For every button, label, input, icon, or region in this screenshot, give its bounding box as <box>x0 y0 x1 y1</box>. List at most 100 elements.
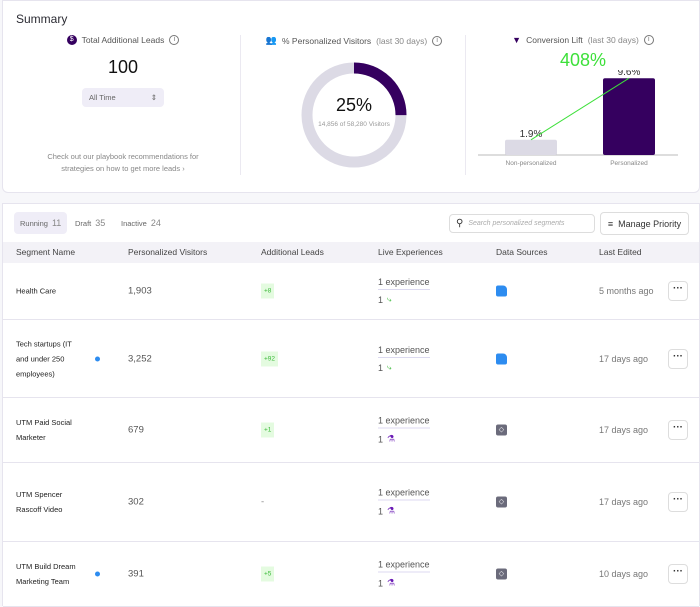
visitors-value: 1,903 <box>128 285 152 297</box>
last-edited: 5 months ago <box>599 286 654 296</box>
tab-count: 24 <box>150 218 161 228</box>
experience-count: 1 <box>378 578 384 588</box>
bar-1 <box>603 78 655 155</box>
sort-icon: ≡ <box>607 218 614 229</box>
playbook-link[interactable]: Check out our playbook recommendations f… <box>8 151 238 175</box>
personalized-visitors-panel: 👥% Personalized Visitors (last 30 days) i … <box>243 35 465 175</box>
visitors-value: 679 <box>128 424 144 436</box>
experience-count: 1 <box>378 295 384 305</box>
dollar-icon: $ <box>66 35 77 45</box>
lift-label: Conversion Lift <box>526 35 583 45</box>
segment-name[interactable]: UTM Paid Social Marketer <box>16 418 72 442</box>
info-icon[interactable]: i <box>169 35 180 45</box>
table-row[interactable]: UTM Build Dream Marketing Team 391 +5 1 … <box>3 542 699 607</box>
table-row[interactable]: Tech startups (IT and under 250 employee… <box>3 320 699 398</box>
lift-bar-chart: 1.9% Non-personalized 9.6% Personalized <box>478 70 678 167</box>
tab-label: Running <box>20 218 48 228</box>
table-row[interactable]: UTM Spencer Rascoff Video 302 - 1 experi… <box>3 463 699 542</box>
tab-count: 35 <box>95 218 106 228</box>
table-row[interactable]: UTM Paid Social Marketer 679 +1 1 experi… <box>3 398 699 463</box>
chevron-right-icon: › <box>182 164 185 173</box>
donut-fill <box>301 62 407 168</box>
segment-name[interactable]: UTM Spencer Rascoff Video <box>16 490 63 514</box>
col-live-experiences[interactable]: Live Experiences <box>378 247 443 257</box>
col-segment-name[interactable]: Segment Name <box>16 247 76 257</box>
col-last-edited[interactable]: Last Edited <box>599 247 642 257</box>
leads-label: Total Additional Leads <box>81 35 165 45</box>
funnel-icon: ▼ <box>512 35 522 45</box>
note-line: strategies on how to get more leads <box>61 164 181 173</box>
tab-label: Draft <box>75 218 92 228</box>
more-options-button[interactable]: ··· <box>668 492 688 512</box>
more-options-button[interactable]: ··· <box>668 348 688 369</box>
total-leads-panel: $ Total Additional Leads i 100 All Time ⇕ C… <box>8 35 238 175</box>
manage-priority-label: Manage Priority <box>618 218 682 229</box>
more-options-button[interactable]: ··· <box>668 281 688 301</box>
leads-value: 100 <box>107 57 139 77</box>
code-source-icon: ◇ <box>496 568 507 580</box>
manage-priority-button[interactable]: ≡ Manage Priority <box>600 212 689 235</box>
summary-card: Summary $ Total Additional Leads i 100 All… <box>2 0 700 193</box>
info-icon[interactable]: i <box>643 35 654 45</box>
visitors-value: 302 <box>128 496 144 508</box>
experience-count: 1 <box>378 434 384 444</box>
leads-badge: - <box>261 496 265 508</box>
last-edited: 17 days ago <box>599 425 649 435</box>
split-icon: ⤷ <box>387 362 392 372</box>
split-icon: ⤷ <box>387 295 392 304</box>
more-options-button[interactable]: ··· <box>668 420 688 440</box>
lift-line <box>530 77 630 141</box>
status-dot <box>95 571 100 577</box>
updown-icon: ⇕ <box>150 93 157 102</box>
experience-link[interactable]: 1 experience <box>378 488 430 501</box>
segments-card: Running 11 Draft 35 Inactive 24 ⚲ Search per… <box>2 203 700 607</box>
live-experiences: 1 experience 1 ⤷ <box>378 277 430 305</box>
experience-link[interactable]: 1 experience <box>378 560 430 573</box>
donut-chart <box>301 62 407 168</box>
last-edited: 10 days ago <box>599 569 649 579</box>
summary-title: Summary <box>16 12 68 26</box>
col-data-sources[interactable]: Data Sources <box>496 247 548 257</box>
experience-count: 1 <box>378 362 384 373</box>
divider <box>240 35 241 175</box>
search-input[interactable]: ⚲ Search personalized segments <box>449 214 595 233</box>
visitors-label: % Personalized Visitors <box>282 35 372 46</box>
more-options-button[interactable]: ··· <box>668 564 688 584</box>
lift-sub: (last 30 days) <box>587 35 639 45</box>
experience-link[interactable]: 1 experience <box>378 416 430 429</box>
col-additional-leads[interactable]: Additional Leads <box>261 247 324 257</box>
status-dot <box>95 356 100 361</box>
conversion-lift-panel: ▼ Conversion Lift (last 30 days) i 408% 1.9… <box>468 35 698 175</box>
flask-icon: ⚗ <box>387 433 396 444</box>
tab-running[interactable]: Running 11 <box>14 212 68 234</box>
live-experiences: 1 experience 1 ⚗ <box>378 416 430 445</box>
segment-name[interactable]: UTM Build Dream Marketing Team <box>16 562 76 586</box>
tab-label: Inactive <box>121 218 147 228</box>
period-value: All Time <box>89 93 116 102</box>
visitors-detail: 14,856 of 58,280 Visitors <box>318 121 390 128</box>
info-icon[interactable]: i <box>432 35 443 46</box>
category-label: Non-personalized <box>506 160 557 167</box>
leads-badge: +92 <box>261 351 279 366</box>
code-source-icon: ◇ <box>496 424 507 436</box>
live-experiences: 1 experience 1 ⚗ <box>378 488 430 517</box>
tab-draft[interactable]: Draft 35 <box>69 212 111 234</box>
col-personalized-visitors[interactable]: Personalized Visitors <box>128 247 208 257</box>
segment-name[interactable]: Health Care <box>16 286 57 296</box>
period-select[interactable]: All Time ⇕ <box>82 88 164 107</box>
flask-icon: ⚗ <box>387 505 396 516</box>
table-row[interactable]: Health Care 1,903 +8 1 experience 1 ⤷ 5 mo… <box>3 263 699 320</box>
bar-0 <box>505 139 557 155</box>
tab-inactive[interactable]: Inactive 24 <box>115 212 167 234</box>
last-edited: 17 days ago <box>599 497 649 507</box>
lift-value: 408% <box>559 50 607 70</box>
visitors-percent: 25% <box>335 95 373 115</box>
segment-name[interactable]: Tech startups (IT and under 250 employee… <box>16 339 72 378</box>
leads-badge: +8 <box>261 283 275 299</box>
experience-link[interactable]: 1 experience <box>378 345 430 358</box>
leads-badge: +1 <box>261 422 275 438</box>
visitors-value: 391 <box>128 568 144 580</box>
table-header: Segment Name Personalized Visitors Addit… <box>3 242 699 263</box>
search-placeholder: Search personalized segments <box>468 220 565 227</box>
experience-link[interactable]: 1 experience <box>378 277 430 290</box>
